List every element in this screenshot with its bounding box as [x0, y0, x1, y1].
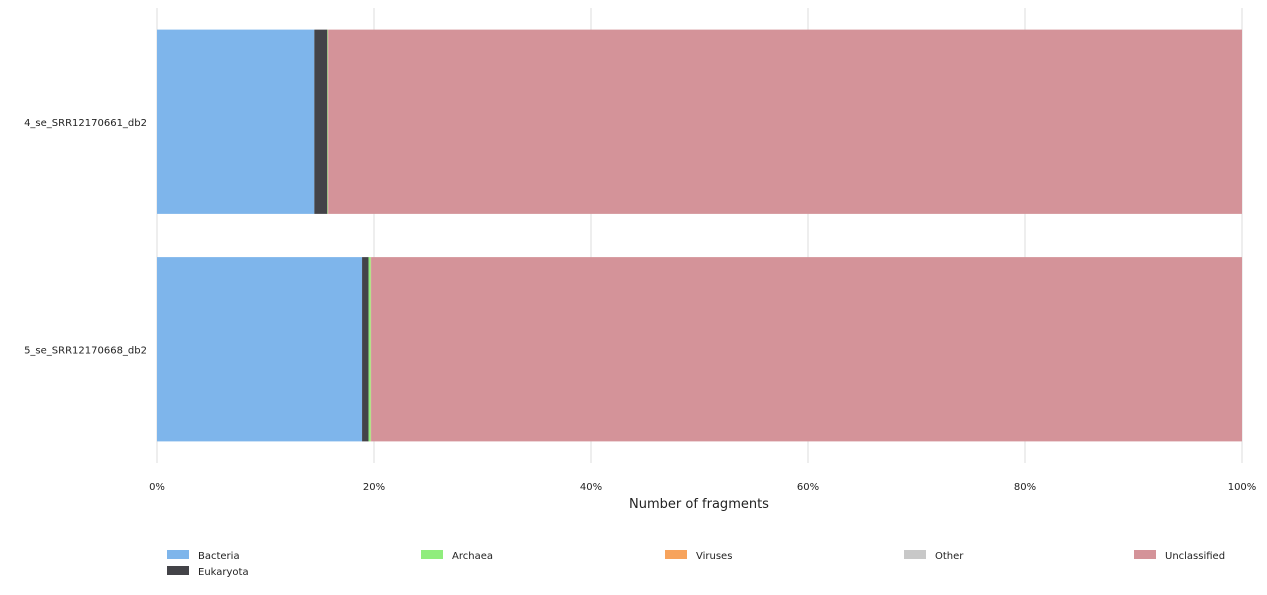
- x-axis-label: Number of fragments: [629, 497, 769, 512]
- legend-label: Other: [935, 551, 964, 562]
- legend-label: Bacteria: [198, 551, 240, 562]
- y-tick-label: 5_se_SRR12170668_db2: [24, 345, 147, 356]
- x-tick-label: 0%: [149, 482, 165, 493]
- legend: Bacteria Eukaryota Archaea Viruses Other Uncl…: [167, 550, 1225, 578]
- bar-segment-archaea[interactable]: [369, 257, 371, 441]
- legend-swatch: [167, 566, 189, 575]
- legend-swatch: [904, 550, 926, 559]
- legend-label: Unclassified: [1165, 551, 1225, 562]
- legend-label: Viruses: [696, 551, 732, 562]
- legend-item-other[interactable]: Other: [904, 550, 964, 562]
- legend-item-unclassified[interactable]: Unclassified: [1134, 550, 1225, 562]
- bar-segment-eukaryota[interactable]: [314, 30, 327, 214]
- x-tick-label: 80%: [1014, 482, 1036, 493]
- bar-segment-unclassified[interactable]: [328, 30, 1242, 214]
- bar-segment-archaea[interactable]: [327, 30, 328, 214]
- legend-swatch: [1134, 550, 1156, 559]
- bar-segment-eukaryota[interactable]: [362, 257, 369, 441]
- legend-swatch: [421, 550, 443, 559]
- legend-item-eukaryota[interactable]: Eukaryota: [167, 566, 249, 578]
- bar-segment-bacteria[interactable]: [157, 257, 362, 441]
- legend-swatch: [167, 550, 189, 559]
- x-tick-label: 40%: [580, 482, 602, 493]
- bars: [157, 30, 1242, 442]
- y-tick-labels: 4_se_SRR12170661_db2 5_se_SRR12170668_db2: [24, 118, 147, 357]
- bar-segment-unclassified[interactable]: [371, 257, 1242, 441]
- y-tick-label: 4_se_SRR12170661_db2: [24, 118, 147, 129]
- legend-item-bacteria[interactable]: Bacteria: [167, 550, 240, 562]
- legend-label: Archaea: [452, 551, 493, 562]
- x-tick-label: 20%: [363, 482, 385, 493]
- x-tick-labels: 0% 20% 40% 60% 80% 100%: [149, 482, 1256, 493]
- legend-label: Eukaryota: [198, 567, 249, 578]
- x-tick-label: 60%: [797, 482, 819, 493]
- legend-swatch: [665, 550, 687, 559]
- x-tick-label: 100%: [1228, 482, 1257, 493]
- legend-item-viruses[interactable]: Viruses: [665, 550, 732, 562]
- legend-item-archaea[interactable]: Archaea: [421, 550, 493, 562]
- bar-segment-bacteria[interactable]: [157, 30, 314, 214]
